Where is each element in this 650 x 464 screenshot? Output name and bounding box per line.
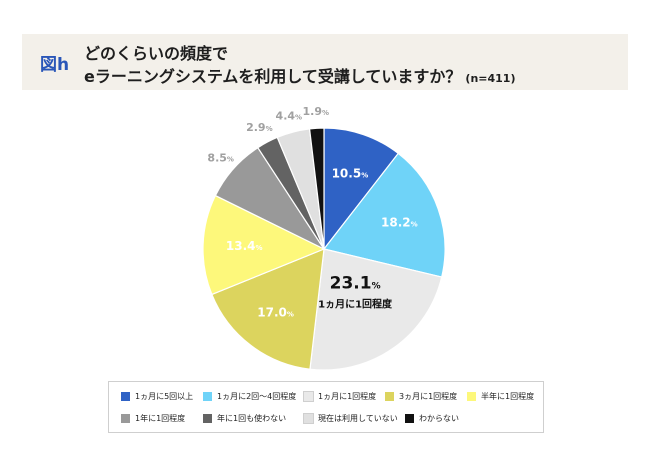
legend-item-9: わからない xyxy=(405,413,459,424)
pie-slice-2 xyxy=(322,152,446,278)
svg-text:2.9%: 2.9% xyxy=(246,121,273,134)
data-label-7: 2.9% xyxy=(246,121,273,134)
svg-text:4.4%: 4.4% xyxy=(276,110,303,123)
pie-data-labels: 10.5% 18.2% 23.1% 1ヵ月に1回程度 17.0% 13.4% 8.5% 2.9… xyxy=(207,105,417,319)
data-label-3: 23.1% 1ヵ月に1回程度 xyxy=(318,274,393,311)
legend-label: 1ヵ月に2回〜4回程度 xyxy=(217,392,297,401)
chart-title-line2: eラーニングシステムを利用して受講していますか？ (n=411) xyxy=(84,63,516,87)
legend-swatch xyxy=(385,392,394,401)
svg-text:17.0%: 17.0% xyxy=(257,306,294,320)
legend-swatch xyxy=(203,414,212,423)
legend-label: 1年に1回程度 xyxy=(135,414,186,423)
title-band xyxy=(22,34,628,90)
legend-swatch xyxy=(303,391,314,402)
chart-title-line1: どのくらいの頻度で xyxy=(84,44,229,63)
legend-item-7: 年に1回も使わない xyxy=(203,413,286,424)
data-label-2: 18.2% xyxy=(381,216,418,230)
legend-label: 年に1回も使わない xyxy=(217,414,287,423)
legend-label: 3ヵ月に1回程度 xyxy=(399,392,458,401)
legend-label: 現在は利用していない xyxy=(318,414,398,423)
legend-label: 半年に1回程度 xyxy=(481,392,535,401)
svg-text:18.2%: 18.2% xyxy=(381,216,418,230)
data-label-6: 8.5% xyxy=(207,152,234,165)
legend-item-2: 1ヵ月に2回〜4回程度 xyxy=(203,391,296,402)
legend-item-6: 1年に1回程度 xyxy=(121,413,185,424)
callout-label: 1ヵ月に1回程度 xyxy=(318,298,393,311)
legend-label: 1ヵ月に1回程度 xyxy=(318,392,377,401)
pie-slices xyxy=(202,127,446,371)
legend-label: 1ヵ月に5回以上 xyxy=(135,392,194,401)
legend-swatch xyxy=(303,413,314,424)
legend: 1ヵ月に5回以上 1ヵ月に2回〜4回程度 1ヵ月に1回程度 3ヵ月に1回程度 半年に1回… xyxy=(108,381,544,433)
legend-item-8: 現在は利用していない xyxy=(303,413,398,424)
pie-slice-5 xyxy=(202,194,326,296)
legend-swatch xyxy=(467,392,476,401)
legend-label: わからない xyxy=(419,414,459,423)
data-label-1: 10.5% xyxy=(332,166,369,180)
legend-swatch xyxy=(121,392,130,401)
legend-item-4: 3ヵ月に1回程度 xyxy=(385,391,457,402)
legend-swatch xyxy=(203,392,212,401)
data-label-5: 13.4% xyxy=(226,239,263,253)
pie-slice-3 xyxy=(309,248,443,371)
figure-label: 図h xyxy=(40,55,70,75)
sample-size-note: (n=411) xyxy=(465,72,516,85)
legend-swatch xyxy=(121,414,130,423)
chart-title-line2-text: eラーニングシステムを利用して受講していますか？ xyxy=(84,67,462,86)
svg-text:13.4%: 13.4% xyxy=(226,239,263,253)
svg-text:1.9%: 1.9% xyxy=(303,105,330,118)
svg-text:10.5%: 10.5% xyxy=(332,166,369,180)
legend-item-1: 1ヵ月に5回以上 xyxy=(121,391,193,402)
data-label-9: 1.9% xyxy=(303,105,330,118)
svg-text:23.1%: 23.1% xyxy=(330,274,381,294)
legend-item-3: 1ヵ月に1回程度 xyxy=(303,391,377,402)
legend-item-5: 半年に1回程度 xyxy=(467,391,534,402)
pie-slice-4 xyxy=(211,248,325,370)
svg-text:8.5%: 8.5% xyxy=(207,152,234,165)
pie-slice-1 xyxy=(323,127,400,251)
data-label-8: 4.4% xyxy=(276,110,303,123)
data-label-4: 17.0% xyxy=(257,306,294,320)
legend-swatch xyxy=(405,414,414,423)
pie-slice-9 xyxy=(308,127,325,250)
